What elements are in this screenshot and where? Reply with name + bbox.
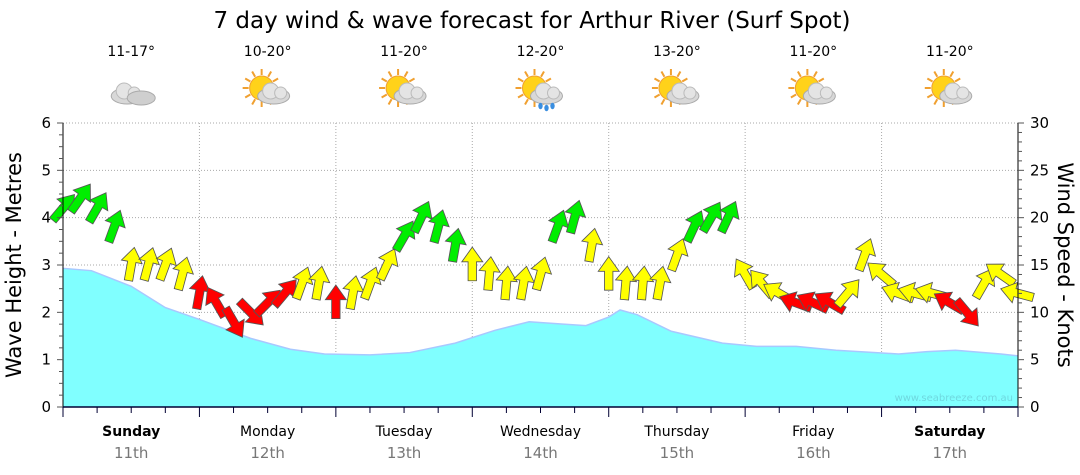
- wave-area: [63, 268, 1018, 407]
- y-left-tick-label: 5: [41, 161, 51, 179]
- day-temperature: 11-17°: [107, 44, 155, 60]
- wind-arrow: [614, 265, 638, 301]
- x-day-label: Sunday: [102, 424, 160, 440]
- wind-arrow: [631, 265, 655, 301]
- wind-arrow: [155, 247, 177, 282]
- wind-arrow: [833, 279, 860, 309]
- y-right-tick-label: 25: [1030, 161, 1049, 179]
- y-left-tick-label: 3: [41, 256, 51, 274]
- wind-arrow: [104, 209, 126, 244]
- wind-arrow: [854, 238, 877, 273]
- x-day-label: Friday: [792, 424, 834, 440]
- x-day-label: Saturday: [914, 424, 985, 440]
- wind-arrow: [512, 265, 536, 301]
- y-right-tick-label: 30: [1030, 114, 1049, 132]
- day-temperature: 11-20°: [380, 44, 428, 60]
- wind-arrow: [85, 192, 109, 225]
- day-temperature: 10-20°: [244, 44, 292, 60]
- y-right-tick-label: 15: [1030, 256, 1049, 274]
- x-day-label: Tuesday: [375, 424, 433, 440]
- wind-arrow: [308, 265, 331, 301]
- wind-arrow: [138, 247, 160, 282]
- y-left-tick-label: 2: [41, 303, 51, 321]
- x-date-label: 17th: [933, 444, 967, 462]
- wind-arrow: [375, 248, 399, 282]
- wind-arrow: [360, 266, 382, 301]
- wind-arrow: [460, 246, 484, 282]
- wind-arrow: [495, 265, 518, 301]
- x-date-label: 13th: [387, 444, 421, 462]
- wind-arrow: [649, 265, 672, 301]
- axes: 0 1 2 3 4 5 6 0 5 10 15 20 25 30 Sunday 11th Monday 12th T…: [41, 114, 1049, 462]
- sun-cloud-icon: [379, 69, 427, 107]
- day-temperature: 13-20°: [653, 44, 701, 60]
- cloud-icon: [110, 82, 156, 106]
- wind-series: [49, 183, 1035, 338]
- y-axis-left-label: Wave Height - Metres: [2, 152, 26, 378]
- wind-arrow: [530, 256, 553, 292]
- wind-arrow: [971, 267, 996, 301]
- wind-arrow: [717, 200, 740, 235]
- y-left-tick-label: 0: [41, 398, 51, 416]
- wind-arrow: [427, 209, 450, 244]
- wind-arrow: [172, 256, 195, 292]
- y-right-tick-label: 0: [1030, 398, 1040, 416]
- y-axis-right-label: Wind Speed - Knots: [1053, 162, 1077, 367]
- day-temperature: 11-20°: [790, 44, 838, 60]
- wind-arrow: [564, 199, 587, 235]
- wind-arrow: [221, 305, 245, 338]
- wind-arrow: [597, 255, 621, 291]
- x-date-label: 14th: [523, 444, 557, 462]
- x-date-label: 15th: [660, 444, 694, 462]
- sun-cloud-icon: [242, 69, 291, 107]
- wind-arrow: [324, 284, 348, 320]
- x-day-label: Wednesday: [500, 424, 581, 440]
- sun-cloud-icon: [788, 69, 836, 107]
- day-temperature: 12-20°: [517, 44, 565, 60]
- y-left-tick-label: 1: [41, 351, 51, 369]
- daily-weather: 11-17° 10-20° 11-20° 12-20° 13-20° 11-20° 11-2…: [107, 44, 974, 112]
- sun-cloud-icon: [924, 69, 973, 107]
- day-temperature: 11-20°: [926, 44, 974, 60]
- wind-arrow: [814, 291, 847, 315]
- wind-arrow: [410, 200, 433, 235]
- sun-cloud-icon: [651, 69, 700, 107]
- x-date-label: 12th: [250, 444, 284, 462]
- wind-arrow: [733, 258, 758, 291]
- wind-arrow: [952, 296, 979, 327]
- x-day-label: Monday: [240, 424, 295, 440]
- sun-cloud-rain-icon: [515, 69, 563, 112]
- wind-arrow: [444, 227, 467, 263]
- x-date-label: 16th: [796, 444, 830, 462]
- chart-title: 7 day wind & wave forecast for Arthur Ri…: [213, 8, 850, 34]
- watermark: www.seabreeze.com.au: [895, 393, 1013, 404]
- y-right-tick-label: 5: [1030, 351, 1040, 369]
- x-date-label: 11th: [114, 444, 148, 462]
- wind-arrow: [667, 238, 689, 273]
- y-right-tick-label: 10: [1030, 303, 1049, 321]
- wind-arrow: [391, 220, 416, 253]
- wind-arrow: [698, 201, 723, 234]
- y-right-tick-label: 20: [1030, 209, 1049, 227]
- wind-arrow: [291, 266, 314, 301]
- y-left-tick-label: 4: [41, 209, 51, 227]
- wind-arrow: [120, 246, 143, 282]
- x-day-label: Thursday: [643, 424, 709, 440]
- wind-arrow: [580, 227, 604, 263]
- wind-arrow: [478, 255, 501, 291]
- y-left-tick-label: 6: [41, 114, 51, 132]
- wind-arrow: [66, 183, 91, 215]
